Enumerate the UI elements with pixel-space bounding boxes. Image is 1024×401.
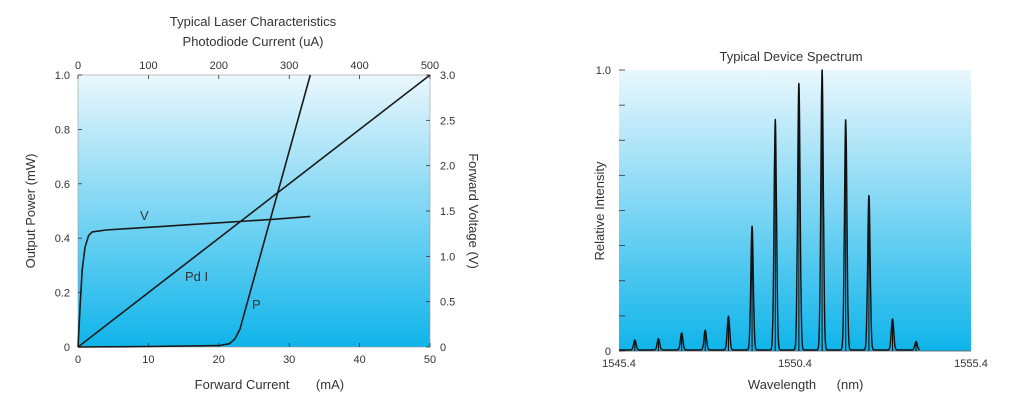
chart1-y-tick-label: 1.0	[55, 70, 70, 82]
series-v-curve	[77, 215, 311, 348]
chart2-spectrum-trace	[618, 69, 921, 351]
chart1-series-lines	[77, 74, 431, 348]
chart1-y2-tick-label: 3.0	[440, 70, 455, 82]
series-label-pdi: Pd I	[185, 269, 208, 284]
chart1-y-tick-label: 0.8	[55, 124, 70, 136]
chart1-y2-axis-label: Forward Voltage (V)	[466, 153, 481, 269]
chart1-y2-tick-label: 0.5	[440, 297, 455, 309]
chart1-x-tick-label: 40	[353, 354, 365, 366]
chart1-top-tick-label: 100	[139, 60, 157, 72]
chart2-x-tick-label: 1550.4	[778, 358, 812, 370]
chart2-x-tick-label: 1545.4	[602, 358, 636, 370]
chart1-x-tick-label: 30	[283, 354, 295, 366]
chart2-y-tick-label: 0	[605, 346, 611, 358]
chart2-x-tick-label: 1555.4	[954, 358, 988, 370]
chart1-top-tick-label: 400	[350, 60, 368, 72]
chart1-y-tick-label: 0.2	[55, 288, 70, 300]
chart1-x-axis-label: Forward Current	[195, 377, 290, 392]
chart1-x-axis-unit: (mA)	[316, 377, 344, 392]
laser-characteristics-chart: Typical Laser Characteristics Photodiode…	[23, 14, 481, 392]
series-label-v: V	[140, 208, 149, 223]
chart2-title: Typical Device Spectrum	[719, 49, 862, 64]
chart1-y-axis-label: Output Power (mW)	[23, 154, 38, 269]
chart2-plot-area	[619, 70, 971, 351]
chart1-y2-tick-label: 0	[440, 342, 446, 354]
chart1-x-tick-label: 0	[75, 354, 81, 366]
chart1-x-tick-label: 50	[424, 354, 436, 366]
series-p-curve	[77, 74, 312, 348]
chart2-tick-labels: 1545.4 1550.4 1555.4 0 1.0	[596, 65, 988, 370]
chart1-title: Typical Laser Characteristics	[170, 14, 337, 29]
chart1-y2-tick-label: 1.5	[440, 206, 455, 218]
chart2-x-axis-label: Wavelength	[748, 377, 816, 392]
chart1-y-tick-label: 0.4	[55, 233, 70, 245]
chart1-tick-labels: 0 10 20 30 40 500 100 200 300 400 50000.20.40.60.8…	[55, 60, 456, 366]
chart1-y2-tick-label: 2.5	[440, 115, 455, 127]
series-pdi-line	[77, 74, 431, 348]
chart2-x-axis-unit: (nm)	[837, 377, 864, 392]
chart2-tick-marks	[619, 69, 971, 352]
device-spectrum-chart: Typical Device Spectrum 1545.4 1550.4 1555…	[592, 49, 988, 392]
chart1-top-tick-label: 500	[421, 60, 439, 72]
chart1-y-tick-label: 0	[64, 342, 70, 354]
chart1-x-tick-label: 10	[142, 354, 154, 366]
chart1-y2-tick-label: 1.0	[440, 251, 455, 263]
chart1-top-tick-label: 0	[75, 60, 81, 72]
series-label-p: P	[252, 297, 261, 312]
chart1-x-tick-label: 20	[213, 354, 225, 366]
chart1-top-tick-label: 200	[210, 60, 228, 72]
chart1-top-tick-label: 300	[280, 60, 298, 72]
spectrum-line	[618, 69, 921, 351]
chart2-y-tick-label: 1.0	[596, 65, 611, 77]
chart1-y2-tick-label: 2.0	[440, 161, 455, 173]
chart2-y-axis-label: Relative Intensity	[592, 161, 607, 260]
chart1-y-tick-label: 0.6	[55, 179, 70, 191]
chart1-top-axis-title: Photodiode Current (uA)	[183, 34, 324, 49]
